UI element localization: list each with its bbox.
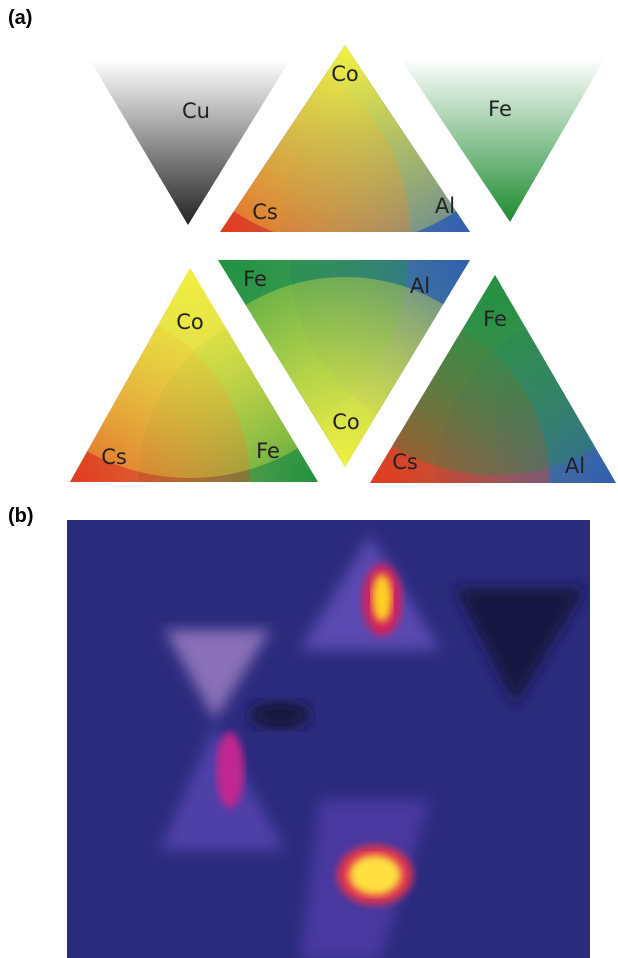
- intensity-map: [67, 520, 590, 958]
- element-label: Co: [331, 62, 359, 86]
- element-label: Fe: [483, 307, 507, 331]
- panel-label: (b): [8, 505, 34, 527]
- element-label: Cs: [101, 445, 127, 469]
- element-label: Cs: [252, 200, 278, 224]
- element-label: Al: [565, 454, 585, 478]
- element-label: Co: [176, 310, 204, 334]
- element-label: Al: [435, 194, 455, 218]
- element-label: Fe: [243, 267, 267, 291]
- element-label: Al: [410, 274, 430, 298]
- element-label: Cu: [182, 99, 210, 123]
- element-label: Cs: [392, 450, 418, 474]
- element-label: Fe: [488, 97, 512, 121]
- element-label: Co: [332, 410, 360, 434]
- figure: (a) Cu Co Cs Al Fe Co Cs Fe Fe Al Co: [0, 0, 618, 958]
- element-label: Fe: [256, 439, 280, 463]
- panel-label: (a): [8, 7, 32, 29]
